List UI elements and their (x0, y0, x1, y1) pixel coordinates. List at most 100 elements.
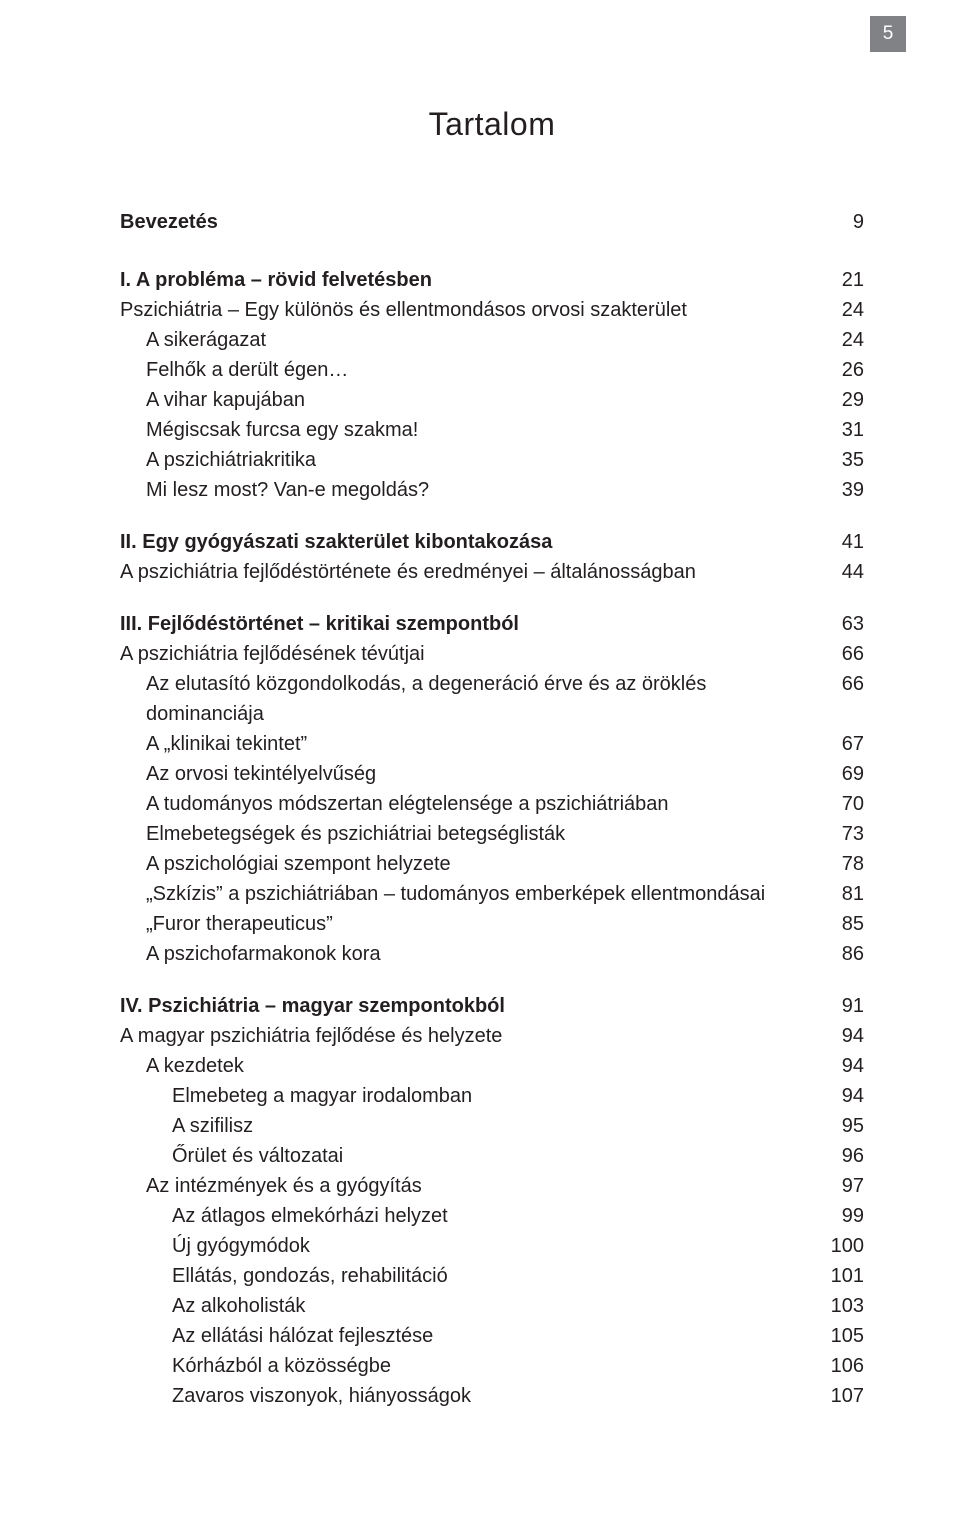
page-number: 5 (883, 23, 894, 45)
toc-row: A pszichiátriakritika35 (120, 445, 864, 475)
toc-row: I. A probléma – rövid felvetésben21 (120, 265, 864, 295)
toc-entry-label: Bevezetés (120, 207, 808, 237)
toc-row: Bevezetés9 (120, 207, 864, 237)
toc-row: Mi lesz most? Van-e megoldás?39 (120, 475, 864, 505)
toc-row: Zavaros viszonyok, hiányosságok107 (120, 1381, 864, 1411)
toc-entry-page: 91 (808, 991, 864, 1021)
toc-entry-page: 21 (808, 265, 864, 295)
toc-entry-label: Őrület és változatai (172, 1141, 808, 1171)
toc-entry-label: Pszichiátria – Egy különös és ellentmond… (120, 295, 808, 325)
toc-row: Mégiscsak furcsa egy szakma!31 (120, 415, 864, 445)
toc-row: Az elutasító közgondolkodás, a degenerác… (120, 669, 864, 729)
toc-entry-label: Az alkoholisták (172, 1291, 808, 1321)
toc-entry-page: 24 (808, 325, 864, 355)
toc-entry-label: II. Egy gyógyászati szakterület kibontak… (120, 527, 808, 557)
toc-entry-page: 101 (808, 1261, 864, 1291)
toc-row: Felhők a derült égen…26 (120, 355, 864, 385)
toc-entry-label: Mégiscsak furcsa egy szakma! (146, 415, 808, 445)
toc-row: „Furor therapeuticus”85 (120, 909, 864, 939)
toc-entry-page: 94 (808, 1051, 864, 1081)
toc-entry-label: Az átlagos elmekórházi helyzet (172, 1201, 808, 1231)
toc-row: Az orvosi tekintélyelvűség69 (120, 759, 864, 789)
toc-entry-label: A magyar pszichiátria fejlődése és helyz… (120, 1021, 808, 1051)
toc-entry-label: Mi lesz most? Van-e megoldás? (146, 475, 808, 505)
toc-entry-page: 107 (808, 1381, 864, 1411)
toc-entry-page: 103 (808, 1291, 864, 1321)
toc-entry-label: A sikerágazat (146, 325, 808, 355)
toc-row: II. Egy gyógyászati szakterület kibontak… (120, 527, 864, 557)
toc-row: Pszichiátria – Egy különös és ellentmond… (120, 295, 864, 325)
toc-content: Tartalom Bevezetés9I. A probléma – rövid… (120, 106, 864, 1411)
toc-entry-label: „Furor therapeuticus” (146, 909, 808, 939)
page-number-badge: 5 (870, 16, 906, 52)
toc-row: A „klinikai tekintet”67 (120, 729, 864, 759)
toc-row: „Szkízis” a pszichiátriában – tudományos… (120, 879, 864, 909)
toc-row: IV. Pszichiátria – magyar szempontokból9… (120, 991, 864, 1021)
toc-entry-label: A tudományos módszertan elégtelensége a … (146, 789, 808, 819)
toc-row: Az intézmények és a gyógyítás97 (120, 1171, 864, 1201)
toc-entry-page: 100 (808, 1231, 864, 1261)
toc-entry-page: 9 (808, 207, 864, 237)
toc-entry-label: A pszichiátria fejlődéstörténete és ered… (120, 557, 808, 587)
toc-entry-page: 70 (808, 789, 864, 819)
toc-row: III. Fejlődéstörténet – kritikai szempon… (120, 609, 864, 639)
toc-entry-page: 69 (808, 759, 864, 789)
toc-entry-label: A szifilisz (172, 1111, 808, 1141)
toc-entry-page: 66 (808, 639, 864, 669)
toc-entry-page: 24 (808, 295, 864, 325)
toc-row: A vihar kapujában29 (120, 385, 864, 415)
toc-entry-page: 66 (808, 669, 864, 699)
toc-entry-label: Elmebeteg a magyar irodalomban (172, 1081, 808, 1111)
toc-entry-page: 94 (808, 1081, 864, 1111)
toc-entry-page: 29 (808, 385, 864, 415)
toc-entry-label: A „klinikai tekintet” (146, 729, 808, 759)
toc-row: Az alkoholisták103 (120, 1291, 864, 1321)
toc-entry-page: 31 (808, 415, 864, 445)
toc-row: A tudományos módszertan elégtelensége a … (120, 789, 864, 819)
toc-entry-label: III. Fejlődéstörténet – kritikai szempon… (120, 609, 808, 639)
toc-entry-page: 73 (808, 819, 864, 849)
toc-entry-label: Ellátás, gondozás, rehabilitáció (172, 1261, 808, 1291)
toc-row: A magyar pszichiátria fejlődése és helyz… (120, 1021, 864, 1051)
toc-entry-page: 39 (808, 475, 864, 505)
toc-row: A kezdetek94 (120, 1051, 864, 1081)
toc-entry-page: 35 (808, 445, 864, 475)
toc-row: Őrület és változatai96 (120, 1141, 864, 1171)
toc-entry-page: 63 (808, 609, 864, 639)
toc-entry-label: A kezdetek (146, 1051, 808, 1081)
toc-entry-page: 86 (808, 939, 864, 969)
page-title: Tartalom (120, 106, 864, 143)
toc-entry-label: Az intézmények és a gyógyítás (146, 1171, 808, 1201)
toc-entry-label: Új gyógymódok (172, 1231, 808, 1261)
toc-entry-page: 41 (808, 527, 864, 557)
toc-entry-page: 44 (808, 557, 864, 587)
toc-entry-label: Az ellátási hálózat fejlesztése (172, 1321, 808, 1351)
toc-entry-label: „Szkízis” a pszichiátriában – tudományos… (146, 879, 808, 909)
toc-entry-label: Az elutasító közgondolkodás, a degenerác… (146, 669, 808, 729)
toc-entry-page: 78 (808, 849, 864, 879)
toc-row: Az átlagos elmekórházi helyzet99 (120, 1201, 864, 1231)
toc-row: Új gyógymódok100 (120, 1231, 864, 1261)
toc-entry-page: 95 (808, 1111, 864, 1141)
toc-entry-label: Elmebetegségek és pszichiátriai betegség… (146, 819, 808, 849)
toc-row: A pszichiátria fejlődésének tévútjai66 (120, 639, 864, 669)
toc-entry-page: 105 (808, 1321, 864, 1351)
toc-row: Ellátás, gondozás, rehabilitáció101 (120, 1261, 864, 1291)
toc-entry-label: A pszichológiai szempont helyzete (146, 849, 808, 879)
toc-entry-page: 67 (808, 729, 864, 759)
toc-entry-label: Felhők a derült égen… (146, 355, 808, 385)
toc-entry-page: 94 (808, 1021, 864, 1051)
toc-row: Elmebetegségek és pszichiátriai betegség… (120, 819, 864, 849)
toc-row: Elmebeteg a magyar irodalomban94 (120, 1081, 864, 1111)
toc-entry-page: 97 (808, 1171, 864, 1201)
toc-entry-page: 96 (808, 1141, 864, 1171)
toc-entry-page: 81 (808, 879, 864, 909)
toc-row: A szifilisz95 (120, 1111, 864, 1141)
toc-row: A pszichiátria fejlődéstörténete és ered… (120, 557, 864, 587)
toc-entry-label: A pszichiátriakritika (146, 445, 808, 475)
toc-entry-label: I. A probléma – rövid felvetésben (120, 265, 808, 295)
toc-entry-label: A pszichofarmakonok kora (146, 939, 808, 969)
toc-row: A pszichológiai szempont helyzete78 (120, 849, 864, 879)
toc-entry-label: A vihar kapujában (146, 385, 808, 415)
toc-row: A sikerágazat24 (120, 325, 864, 355)
